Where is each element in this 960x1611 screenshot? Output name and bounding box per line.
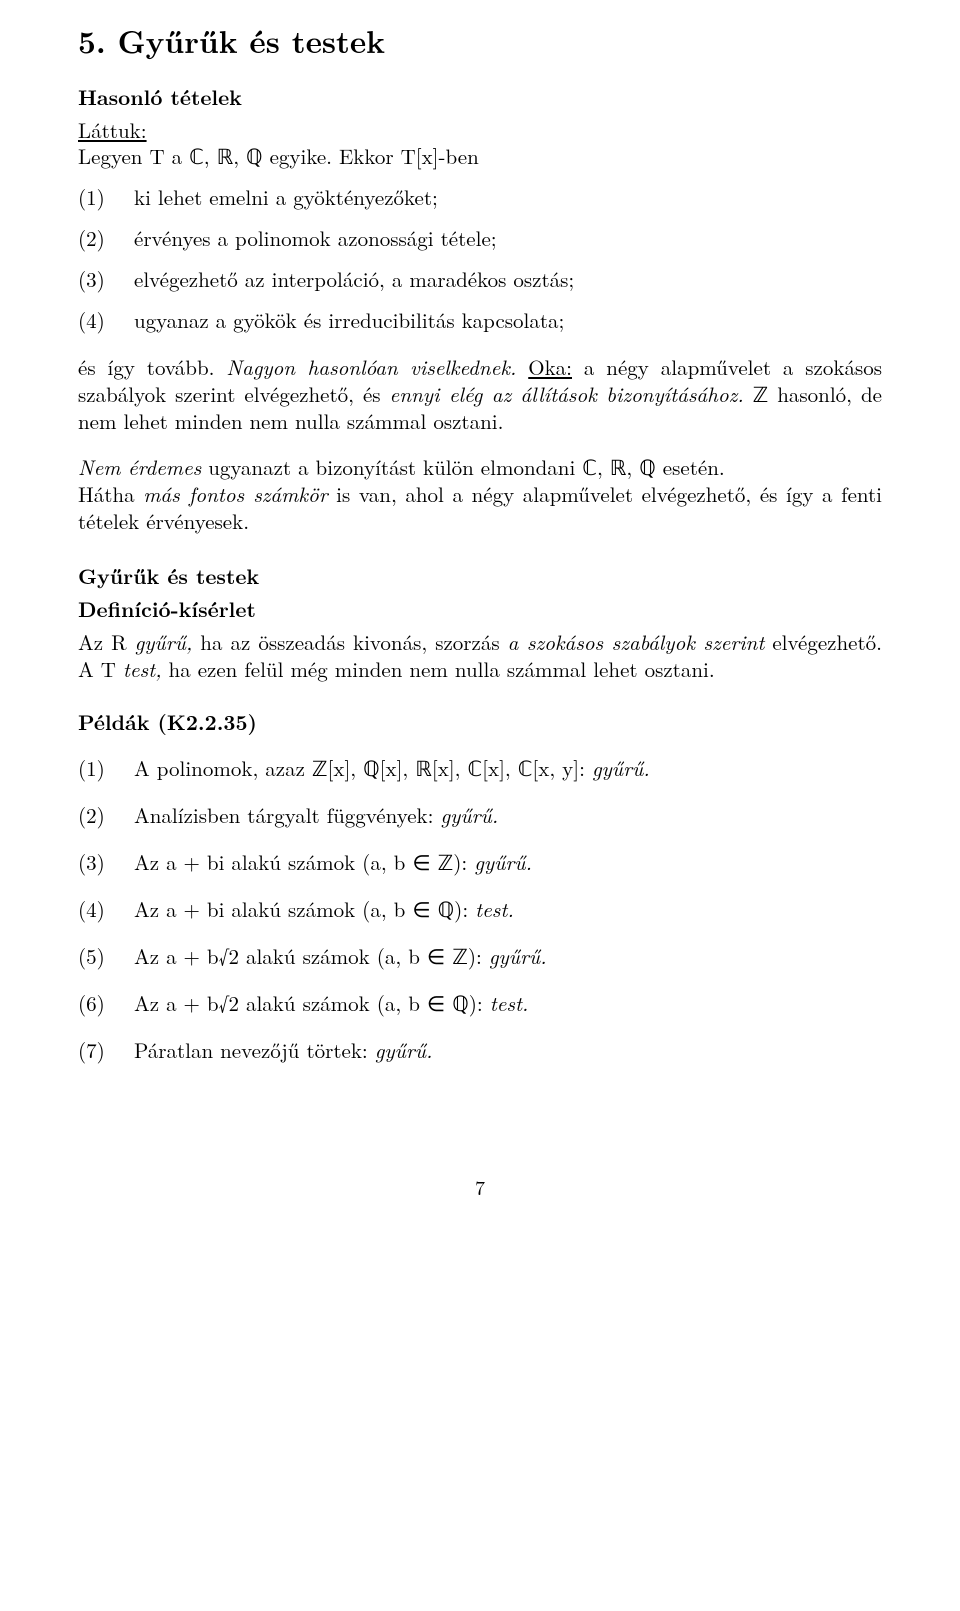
item-text: érvényes a polinomok azonossági tétele; xyxy=(134,223,497,253)
item-classification: gyűrű. xyxy=(489,941,547,971)
item-num: (5) xyxy=(106,943,134,970)
list-item: (4)Az a + bi alakú számok (a, b ∈ ℚ): te… xyxy=(106,896,882,923)
text-italic: más fontos számkör xyxy=(143,479,327,509)
section-title: 5. Gyűrűk és testek xyxy=(78,22,882,62)
item-num: (1) xyxy=(106,755,134,782)
text-italic: gyűrű, xyxy=(135,627,193,657)
item-num: (1) xyxy=(106,184,134,211)
list-item: (4)ugyanaz a gyökök és irreducibilitás k… xyxy=(106,307,882,334)
seen-line: Legyen T a ℂ, ℝ, ℚ egyike. Ekkor T[x]-be… xyxy=(78,141,479,171)
text-underline: Oka: xyxy=(528,352,572,382)
seen-block: Láttuk: Legyen T a ℂ, ℝ, ℚ egyike. Ekkor… xyxy=(78,117,882,171)
item-text: Páratlan nevezőjű törtek: xyxy=(134,1035,375,1065)
list-item: (1)A polinomok, azaz ℤ[x], ℚ[x], ℝ[x], ℂ… xyxy=(106,755,882,782)
item-text: Az a + b√2 alakú számok (a, b ∈ ℤ): xyxy=(134,941,489,971)
item-classification: gyűrű. xyxy=(474,847,532,877)
item-num: (4) xyxy=(106,307,134,334)
item-text: Az a + bi alakú számok (a, b ∈ ℤ): xyxy=(134,847,474,877)
item-text: Az a + b√2 alakú számok (a, b ∈ ℚ): xyxy=(134,988,490,1018)
item-classification: gyűrű. xyxy=(440,800,498,830)
item-classification: test. xyxy=(490,988,529,1018)
item-num: (6) xyxy=(106,990,134,1017)
item-num: (3) xyxy=(106,266,134,293)
list-item: (5)Az a + b√2 alakú számok (a, b ∈ ℤ): g… xyxy=(106,943,882,970)
item-text: A polinomok, azaz ℤ[x], ℚ[x], ℝ[x], ℂ[x]… xyxy=(134,753,592,783)
item-num: (3) xyxy=(106,849,134,876)
subheading-similar-theorems: Hasonló tételek xyxy=(78,84,882,111)
item-num: (2) xyxy=(106,225,134,252)
subheading-rings-and-fields: Gyűrűk és testek xyxy=(78,563,882,590)
item-classification: gyűrű. xyxy=(375,1035,433,1065)
item-text: elvégezhető az interpoláció, a maradékos… xyxy=(134,264,574,294)
definition-paragraph: Az R gyűrű, ha az összeadás kivonás, szo… xyxy=(78,629,882,683)
item-num: (7) xyxy=(106,1037,134,1064)
text-italic: test, xyxy=(123,654,162,684)
text: Hátha xyxy=(78,479,143,509)
list-item: (1)ki lehet emelni a gyöktényezőket; xyxy=(106,184,882,211)
operations-list: (1)ki lehet emelni a gyöktényezőket; (2)… xyxy=(78,184,882,334)
paragraph-motivation: Nem érdemes ugyanazt a bizonyítást külön… xyxy=(78,454,882,535)
item-text: ki lehet emelni a gyöktényezőket; xyxy=(134,182,438,212)
text-italic: Nem érdemes xyxy=(78,452,201,482)
subheading-examples: Példák (K2.2.35) xyxy=(78,709,882,736)
list-item: (7)Páratlan nevezőjű törtek: gyűrű. xyxy=(106,1037,882,1064)
text: ugyanazt a bizonyítást külön elmondani ℂ… xyxy=(201,452,724,482)
list-item: (3)Az a + bi alakú számok (a, b ∈ ℤ): gy… xyxy=(106,849,882,876)
item-classification: gyűrű. xyxy=(592,753,650,783)
list-item: (2)érvényes a polinomok azonossági tétel… xyxy=(106,225,882,252)
examples-list: (1)A polinomok, azaz ℤ[x], ℚ[x], ℝ[x], ℂ… xyxy=(78,755,882,1063)
text: ha ezen felül még minden nem nulla számm… xyxy=(162,654,715,684)
list-item: (2)Analízisben tárgyalt függvények: gyűr… xyxy=(106,802,882,829)
item-classification: test. xyxy=(475,894,514,924)
list-item: (6)Az a + b√2 alakú számok (a, b ∈ ℚ): t… xyxy=(106,990,882,1017)
text xyxy=(516,352,528,382)
paragraph-reason: és így tovább. Nagyon hasonlóan viselked… xyxy=(78,354,882,435)
text-italic: a szokásos szabályok szerint xyxy=(508,627,765,657)
text: és így tovább. xyxy=(78,352,226,382)
subheading-definition-attempt: Definíció-kísérlet xyxy=(78,596,882,623)
item-text: Analízisben tárgyalt függvények: xyxy=(134,800,440,830)
item-text: ugyanaz a gyökök és irreducibilitás kapc… xyxy=(134,305,564,335)
item-text: Az a + bi alakú számok (a, b ∈ ℚ): xyxy=(134,894,475,924)
item-num: (2) xyxy=(106,802,134,829)
item-num: (4) xyxy=(106,896,134,923)
text-italic: ennyi elég az állítások bizonyításához. xyxy=(390,379,744,409)
seen-label: Láttuk: xyxy=(78,115,147,145)
list-item: (3)elvégezhető az interpoláció, a maradé… xyxy=(106,266,882,293)
text-italic: Nagyon hasonlóan viselkednek. xyxy=(226,352,516,382)
text: Az R xyxy=(78,627,135,657)
page-number: 7 xyxy=(78,1174,882,1200)
text: ha az összeadás kivonás, szorzás xyxy=(192,627,507,657)
